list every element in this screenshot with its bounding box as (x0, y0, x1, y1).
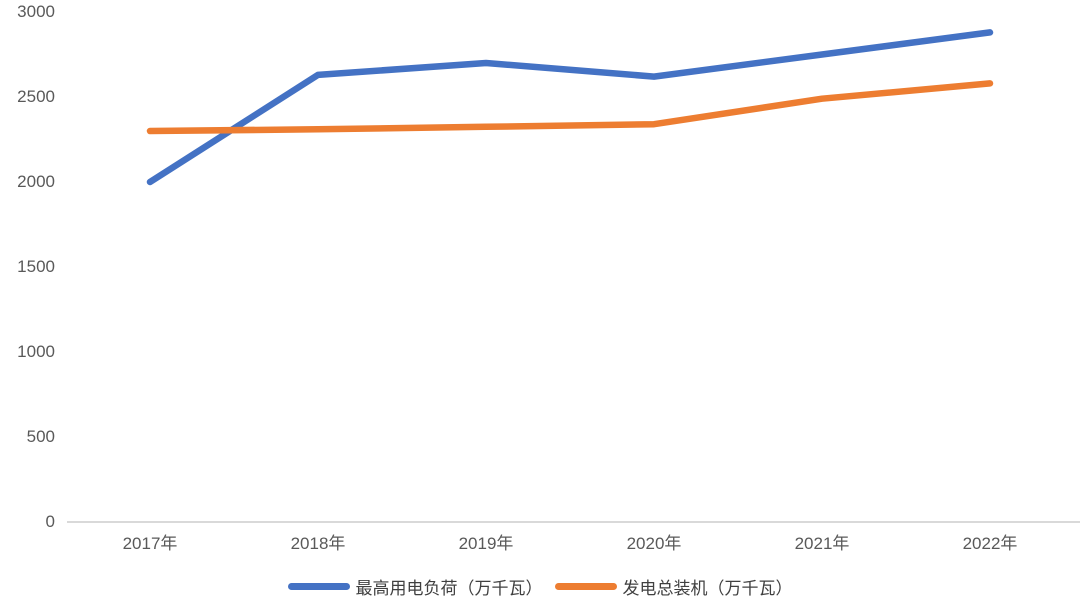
legend-item-series-0: 最高用电负荷（万千瓦） (287, 574, 543, 599)
legend-label-series-0: 最高用电负荷（万千瓦） (355, 579, 543, 598)
legend-item-series-1: 发电总装机（万千瓦） (554, 574, 793, 599)
x-axis-tick-label: 2019年 (458, 534, 514, 553)
y-axis-tick-label: 2500 (17, 87, 55, 106)
legend-label-series-1: 发电总装机（万千瓦） (622, 579, 793, 598)
x-axis-tick-label: 2020年 (626, 534, 682, 553)
x-axis-tick-label: 2017年 (122, 534, 178, 553)
y-axis-tick-label: 1000 (17, 342, 55, 361)
series-line-0 (146, 29, 994, 186)
series-line-1 (146, 80, 994, 135)
x-axis-tick-label: 2018年 (290, 534, 346, 553)
y-axis-tick-label: 3000 (17, 1, 55, 21)
legend-swatch-blue-line (287, 583, 350, 590)
x-axis-tick-label: 2022年 (962, 534, 1018, 553)
x-axis-tick-label: 2021年 (794, 534, 850, 553)
y-axis-tick-label: 500 (26, 427, 55, 446)
y-axis-tick-label: 0 (45, 512, 55, 531)
y-axis-tick-label: 2000 (17, 172, 55, 191)
legend-swatch-orange-line (554, 583, 617, 590)
chart-legend: 最高用电负荷（万千瓦） 发电总装机（万千瓦） (0, 574, 1080, 599)
y-axis-tick-label: 1500 (17, 257, 55, 276)
